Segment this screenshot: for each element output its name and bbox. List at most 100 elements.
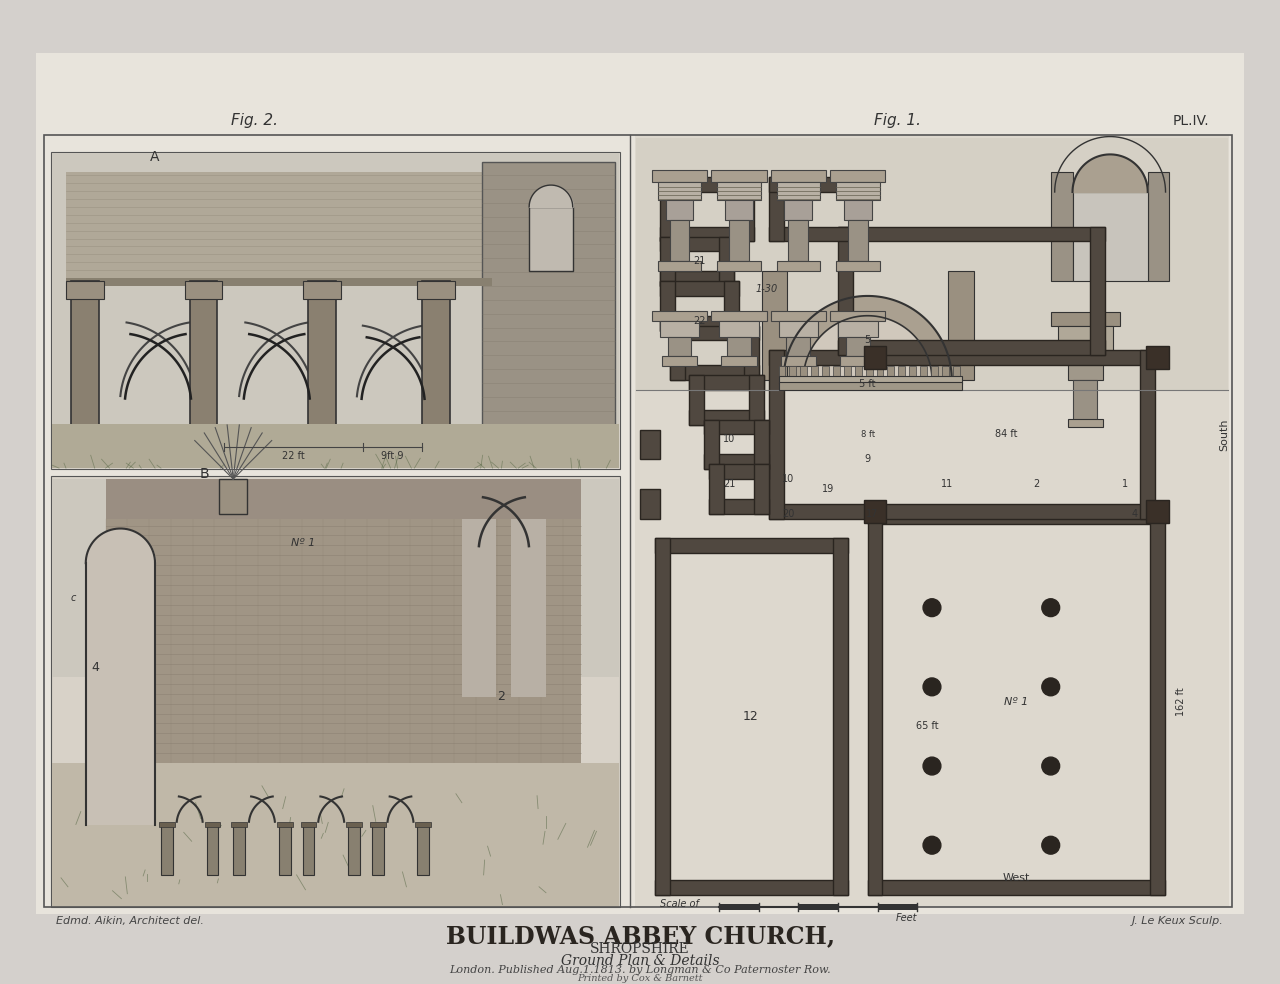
Bar <box>659 281 675 331</box>
Bar <box>799 903 838 909</box>
Bar <box>652 311 708 321</box>
Bar <box>769 226 852 241</box>
Bar <box>206 826 219 875</box>
Bar <box>717 262 760 272</box>
Bar <box>529 207 572 272</box>
Text: 5: 5 <box>864 336 870 345</box>
Bar <box>308 281 337 424</box>
Bar <box>659 177 675 241</box>
Bar <box>822 366 829 380</box>
Text: 2: 2 <box>498 690 506 704</box>
Circle shape <box>1042 836 1060 854</box>
Bar <box>51 153 621 469</box>
Bar <box>417 281 454 299</box>
Bar <box>727 337 751 356</box>
Bar <box>655 880 847 894</box>
Bar <box>67 281 104 299</box>
Bar <box>276 823 293 828</box>
Bar <box>658 262 701 272</box>
Text: 162 ft: 162 ft <box>1176 688 1187 716</box>
Bar <box>836 262 879 272</box>
Bar <box>1091 226 1105 355</box>
Bar <box>778 382 961 390</box>
Bar <box>744 326 759 380</box>
Bar <box>1146 346 1169 369</box>
Bar <box>920 366 927 380</box>
Bar <box>655 538 669 894</box>
Bar <box>669 326 685 380</box>
Bar <box>887 366 895 380</box>
Bar <box>690 375 704 424</box>
Bar <box>659 226 754 241</box>
Bar <box>86 563 155 826</box>
Bar <box>481 162 616 430</box>
Text: 4: 4 <box>92 660 100 674</box>
Bar <box>868 509 882 894</box>
Bar <box>800 366 808 380</box>
Bar <box>719 321 759 337</box>
Bar <box>233 826 244 875</box>
Bar <box>301 823 316 828</box>
Bar <box>769 177 852 192</box>
Bar <box>778 376 961 384</box>
Bar <box>724 200 753 219</box>
Bar <box>45 135 1231 906</box>
Bar <box>1051 312 1120 326</box>
Bar <box>838 226 852 355</box>
Text: 10: 10 <box>782 474 795 484</box>
Bar <box>105 519 581 766</box>
Bar <box>709 464 724 514</box>
Bar <box>415 823 431 828</box>
Bar <box>636 138 1228 390</box>
Bar <box>942 366 948 380</box>
Text: Edmd. Aikin, Architect del.: Edmd. Aikin, Architect del. <box>56 916 204 927</box>
Text: Feet: Feet <box>896 912 918 923</box>
Bar <box>462 519 497 697</box>
Bar <box>838 340 1105 355</box>
Bar <box>159 823 175 828</box>
Bar <box>52 154 620 468</box>
Bar <box>659 316 739 331</box>
Bar <box>1057 326 1114 355</box>
Bar <box>346 823 362 828</box>
Bar <box>1051 172 1073 281</box>
Text: 2: 2 <box>1033 479 1039 489</box>
Text: 22: 22 <box>694 316 705 326</box>
Bar <box>184 281 223 299</box>
Bar <box>669 326 759 340</box>
Bar <box>836 182 879 200</box>
Bar <box>161 826 173 875</box>
Bar <box>302 826 315 875</box>
Text: Scale of: Scale of <box>659 898 699 908</box>
Bar <box>877 366 883 380</box>
Bar <box>655 538 847 553</box>
Bar <box>730 219 749 262</box>
Bar <box>909 366 916 380</box>
Bar <box>669 219 690 262</box>
Bar <box>668 337 691 356</box>
Text: 5 ft: 5 ft <box>859 379 876 389</box>
Bar <box>786 337 810 356</box>
Text: Ground Plan & Details: Ground Plan & Details <box>561 954 719 968</box>
Text: SHROPSHIRE: SHROPSHIRE <box>590 943 690 956</box>
Bar <box>864 346 887 369</box>
Text: PL.IV.: PL.IV. <box>1172 114 1210 128</box>
Bar <box>1149 509 1165 894</box>
Bar <box>788 219 808 262</box>
Bar <box>1068 418 1103 427</box>
Bar <box>952 366 960 380</box>
Text: 21: 21 <box>694 256 705 267</box>
Bar <box>719 236 733 286</box>
Text: 84 ft: 84 ft <box>995 429 1018 440</box>
Bar <box>709 499 769 514</box>
Bar <box>279 826 291 875</box>
Bar <box>70 281 99 424</box>
Bar <box>833 538 847 894</box>
Bar <box>635 135 1229 906</box>
Bar <box>67 172 481 281</box>
Bar <box>704 419 719 469</box>
Bar <box>690 409 764 424</box>
Circle shape <box>1042 757 1060 775</box>
Bar <box>812 366 818 380</box>
Bar <box>67 278 492 286</box>
